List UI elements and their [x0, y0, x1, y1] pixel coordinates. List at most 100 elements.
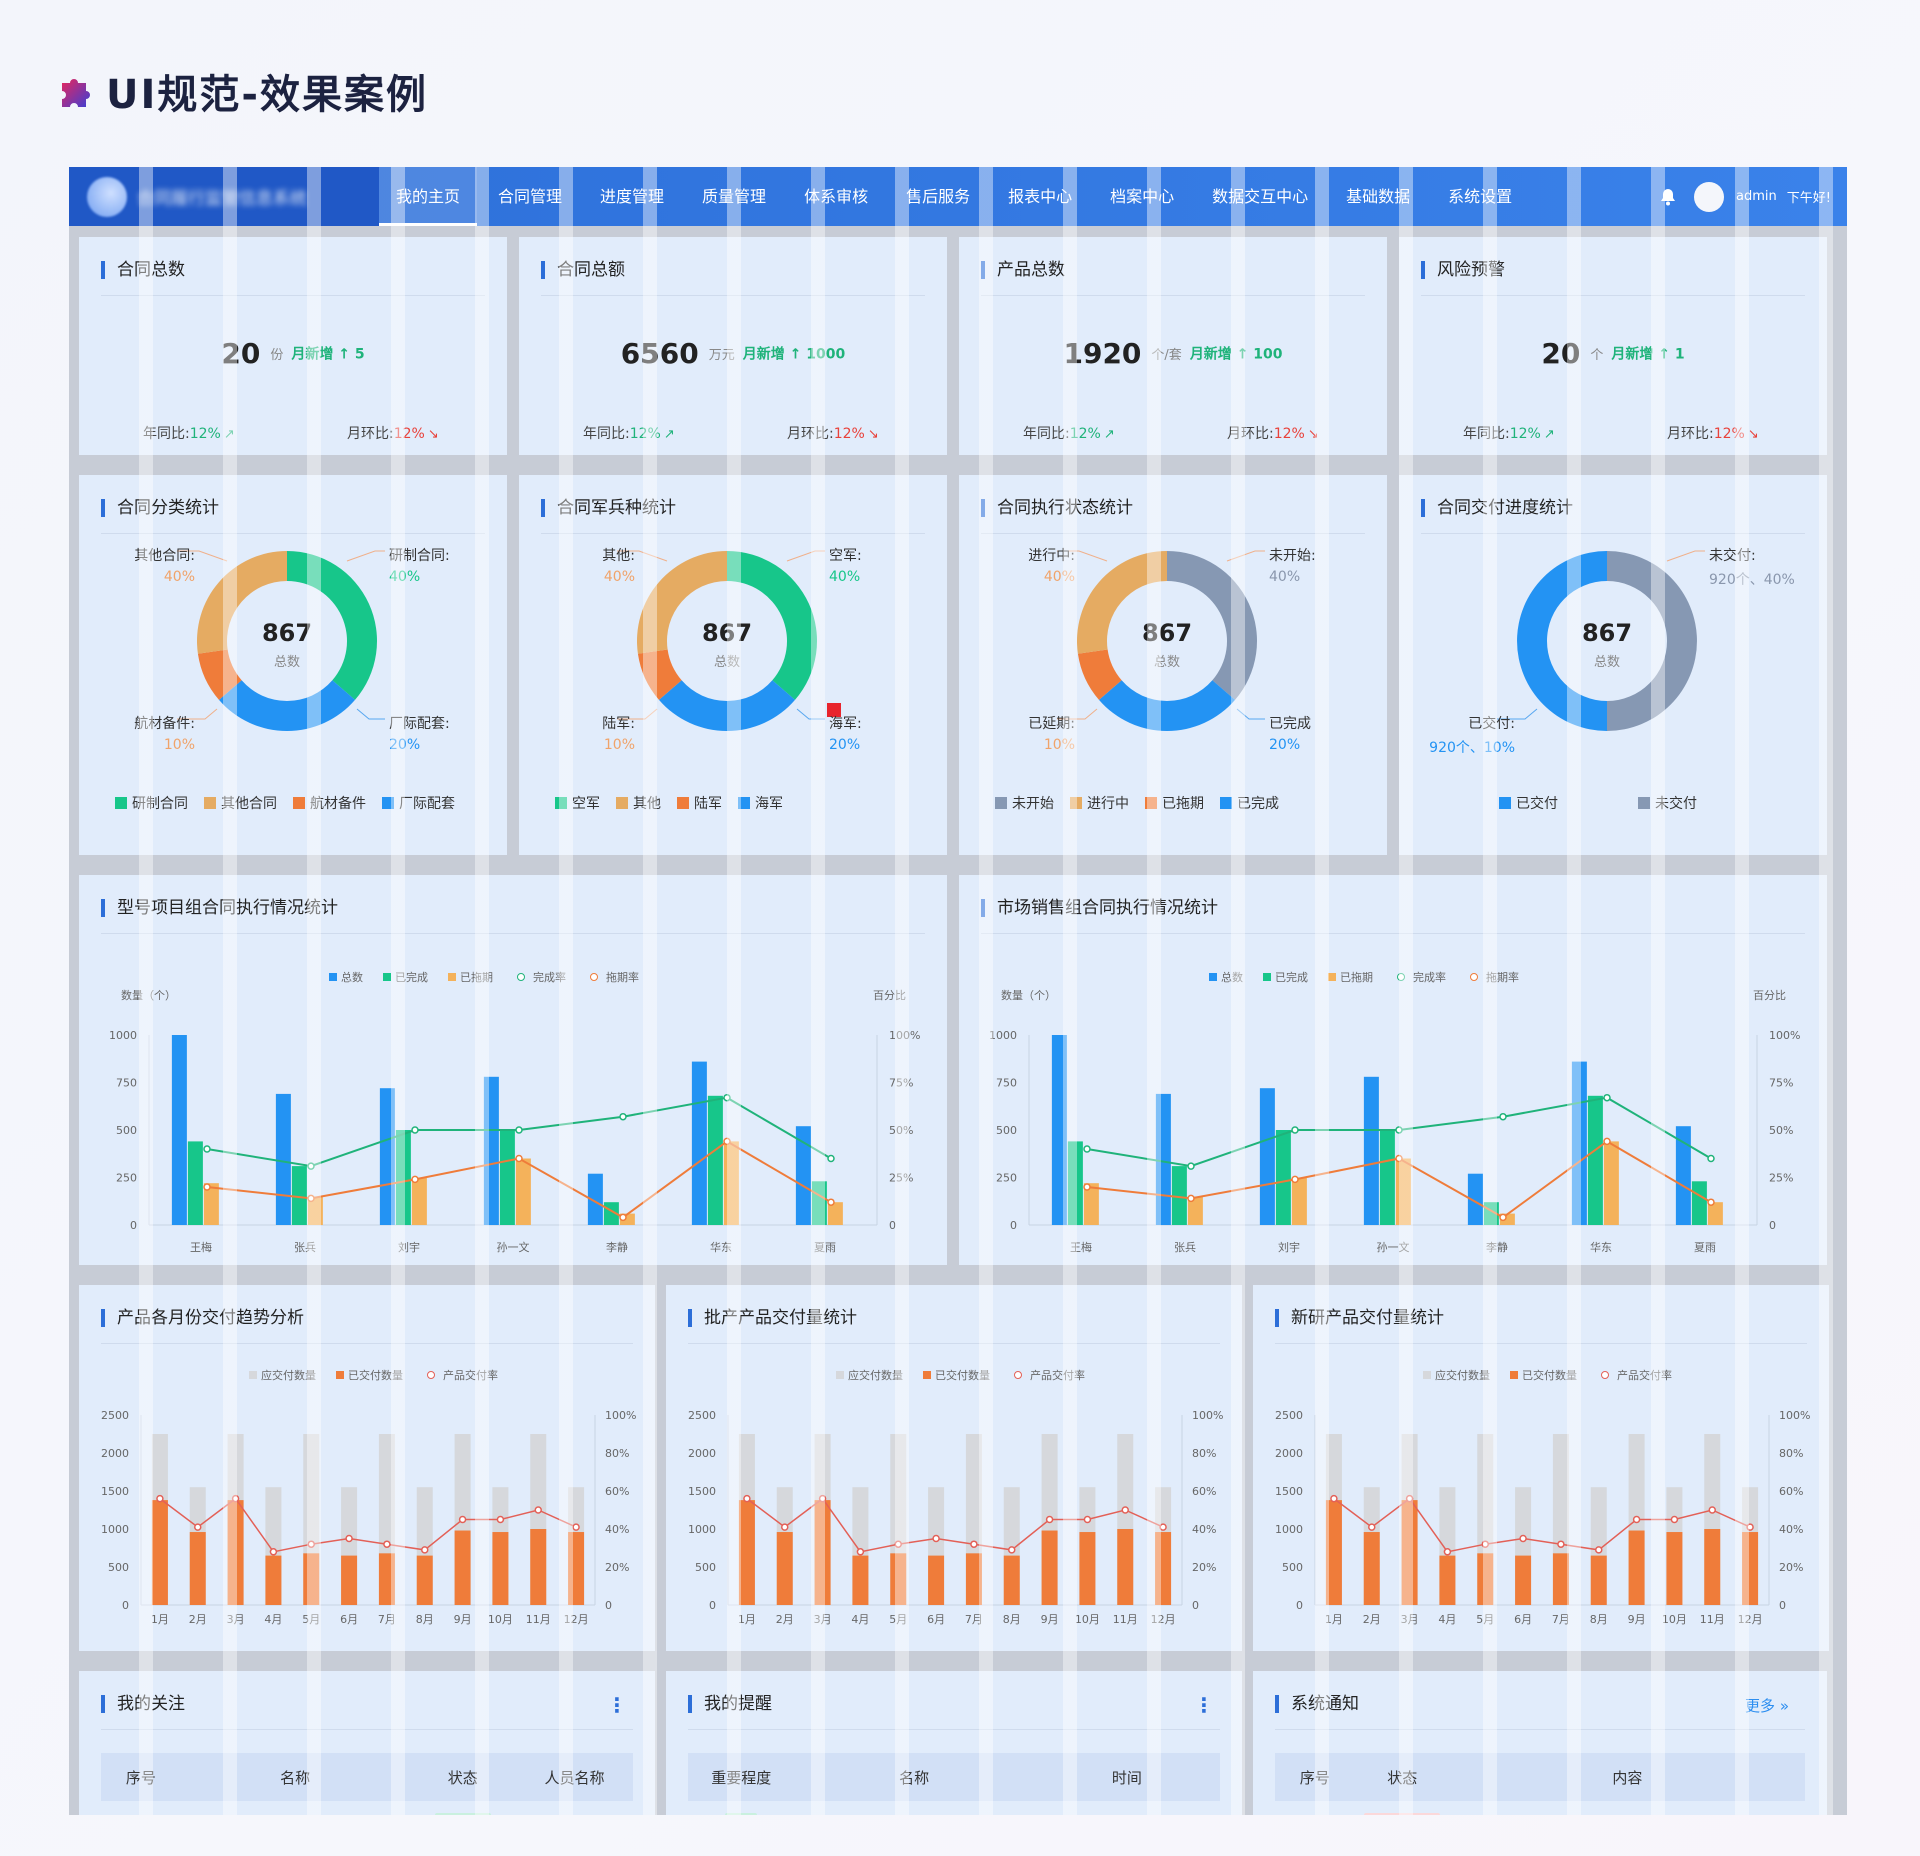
legend-item[interactable]: 航材备件 [293, 793, 366, 813]
nav-item[interactable]: 进度管理 [600, 187, 665, 206]
donut-slice[interactable] [1517, 551, 1607, 731]
legend-item[interactable]: 完成率 [513, 969, 566, 985]
bar[interactable] [619, 1213, 635, 1225]
bar[interactable] [738, 1500, 755, 1605]
more-vertical-icon[interactable]: ⋮ [607, 1693, 627, 1717]
donut-slice[interactable] [1167, 551, 1257, 700]
column-header[interactable]: 序号 [125, 1768, 156, 1787]
bar[interactable] [1259, 1088, 1275, 1225]
bar[interactable] [341, 1555, 358, 1605]
line-point[interactable] [827, 1198, 835, 1206]
legend-item[interactable]: 拖期率 [586, 969, 639, 985]
line-point[interactable] [1159, 1523, 1167, 1531]
bar[interactable] [1499, 1213, 1515, 1225]
line-point[interactable] [1499, 1112, 1507, 1121]
column-header[interactable]: 名称 [280, 1768, 311, 1787]
bar[interactable] [1603, 1141, 1619, 1225]
line-point[interactable] [1670, 1515, 1679, 1524]
more-link[interactable]: 更多 » [1745, 1697, 1789, 1715]
column-header[interactable]: 序号 [1299, 1768, 1330, 1787]
line-point[interactable] [307, 1162, 315, 1170]
bar[interactable] [378, 1553, 395, 1605]
donut-slice[interactable] [287, 551, 377, 700]
bar[interactable] [1003, 1555, 1020, 1605]
line-point[interactable] [1707, 1198, 1715, 1206]
line-point[interactable] [269, 1548, 278, 1556]
legend-item[interactable]: 已拖期 [1328, 969, 1373, 985]
line-point[interactable] [827, 1154, 835, 1163]
bar[interactable] [1363, 1532, 1380, 1605]
line-point[interactable] [1405, 1494, 1414, 1503]
bar[interactable] [795, 1126, 811, 1225]
line-point[interactable] [1481, 1540, 1489, 1548]
donut-slice[interactable] [658, 680, 796, 731]
avatar[interactable] [1694, 181, 1725, 212]
line-point[interactable] [458, 1515, 467, 1524]
bar[interactable] [530, 1529, 547, 1605]
line-point[interactable] [894, 1540, 902, 1548]
bar[interactable] [1666, 1532, 1683, 1605]
bar[interactable] [965, 1553, 982, 1605]
bar[interactable] [1704, 1529, 1721, 1605]
bar[interactable] [1275, 1130, 1291, 1225]
bar[interactable] [1187, 1196, 1203, 1226]
bar[interactable] [227, 1500, 244, 1605]
line-point[interactable] [203, 1183, 211, 1191]
line-point[interactable] [1368, 1523, 1376, 1531]
line-point[interactable] [1187, 1194, 1195, 1203]
line-point[interactable] [1083, 1183, 1091, 1191]
line-point[interactable] [1083, 1515, 1092, 1524]
line-point[interactable] [781, 1523, 789, 1531]
donut-slice[interactable] [637, 551, 727, 654]
bar[interactable] [814, 1500, 831, 1605]
bar[interactable] [1467, 1173, 1483, 1225]
nav-item[interactable]: 报表中心 [1008, 187, 1073, 206]
bar[interactable] [1707, 1202, 1723, 1225]
legend-item[interactable]: 已完成 [1220, 793, 1279, 813]
bar[interactable] [1325, 1500, 1342, 1605]
column-header[interactable]: 内容 [1612, 1768, 1643, 1787]
bar[interactable] [307, 1196, 323, 1226]
nav-item[interactable]: 体系审核 [804, 187, 869, 206]
bar[interactable] [1079, 1532, 1096, 1605]
line-point[interactable] [1708, 1506, 1716, 1514]
line-point[interactable] [1603, 1137, 1611, 1146]
column-header[interactable]: 人员名称 [544, 1768, 605, 1787]
bar[interactable] [827, 1202, 843, 1225]
column-header[interactable]: 状态 [1387, 1768, 1418, 1787]
bar[interactable] [171, 1035, 187, 1225]
legend-item[interactable]: 产品交付率 [423, 1367, 498, 1383]
legend-item[interactable]: 进行中 [1070, 793, 1129, 813]
legend-item[interactable]: 其他 [616, 793, 661, 813]
legend-item[interactable]: 已完成 [1263, 969, 1308, 985]
line-point[interactable] [856, 1548, 865, 1556]
line-point[interactable] [572, 1523, 580, 1531]
bar[interactable] [568, 1532, 585, 1605]
line-point[interactable] [818, 1494, 827, 1503]
line-point[interactable] [515, 1126, 523, 1134]
bar[interactable] [776, 1532, 793, 1605]
line-point[interactable] [743, 1494, 751, 1503]
donut-slice[interactable] [218, 680, 356, 731]
line-point[interactable] [156, 1494, 164, 1503]
legend-item[interactable]: 已交付数量 [923, 1367, 990, 1383]
bar[interactable] [416, 1555, 433, 1605]
legend-item[interactable]: 产品交付率 [1010, 1367, 1085, 1383]
line-point[interactable] [1045, 1515, 1054, 1524]
bar[interactable] [275, 1093, 291, 1225]
legend-item[interactable]: 已交付数量 [1510, 1367, 1577, 1383]
bar[interactable] [1363, 1076, 1379, 1225]
nav-item[interactable]: 合同管理 [498, 187, 563, 206]
bar[interactable] [587, 1173, 603, 1225]
line-point[interactable] [307, 1540, 315, 1548]
donut-slice[interactable] [1607, 551, 1697, 731]
bar[interactable] [707, 1095, 723, 1225]
nav-item[interactable]: 基础数据 [1346, 187, 1411, 206]
legend-item[interactable]: 未开始 [995, 793, 1054, 813]
bar[interactable] [1395, 1158, 1411, 1226]
line-point[interactable] [345, 1534, 353, 1543]
brand[interactable]: 合同履行监管信息系统 [69, 167, 379, 226]
bar[interactable] [1590, 1555, 1607, 1605]
legend-item[interactable]: 产品交付率 [1597, 1367, 1672, 1383]
bar[interactable] [187, 1141, 203, 1225]
